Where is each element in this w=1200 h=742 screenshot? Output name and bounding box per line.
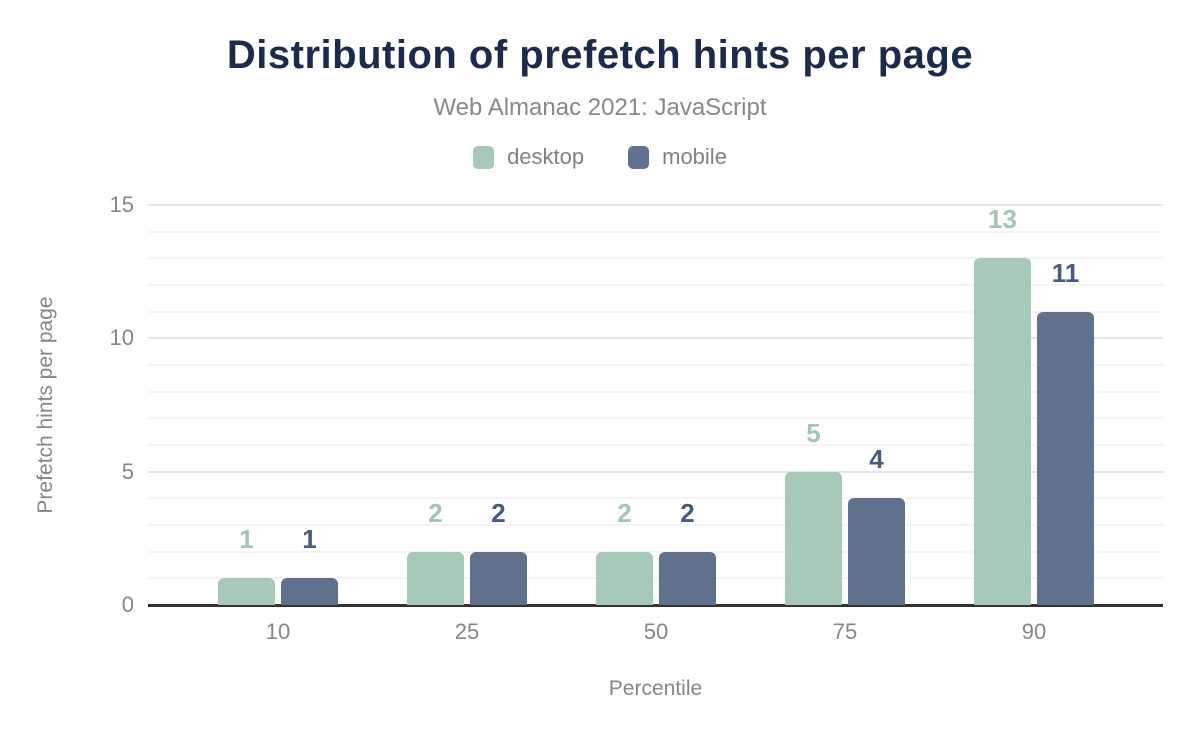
gridline-minor	[148, 550, 1163, 553]
y-tick-label: 5	[121, 458, 134, 484]
value-label-mobile-p90: 11	[1051, 257, 1080, 288]
x-axis-line	[148, 604, 1163, 607]
x-tick-label: 90	[1021, 619, 1047, 644]
bar-desktop-p10	[218, 578, 275, 605]
bar-desktop-p25	[407, 551, 464, 605]
bar-desktop-p75	[785, 471, 842, 605]
x-tick-label: 10	[265, 619, 291, 644]
gridline-minor	[148, 284, 1163, 286]
value-label-mobile-p50: 2	[680, 497, 695, 528]
x-axis-title: Percentile	[608, 677, 703, 700]
plot-area: Percentile 0 5 10 15 1 1 10 2 2 25 2 2 50 5 4 75 13 11 90	[110, 192, 1163, 700]
gridline-minor	[148, 577, 1163, 580]
bar-desktop-p50	[596, 551, 653, 605]
x-tick-label: 25	[454, 619, 480, 644]
gridline-minor	[148, 230, 1163, 233]
value-label-desktop-p75: 5	[806, 417, 821, 448]
bar-mobile-p50	[659, 551, 716, 605]
chart-subtitle: Web Almanac 2021: JavaScript	[433, 94, 767, 121]
x-tick-label: 75	[832, 619, 858, 644]
legend-item-desktop[interactable]: desktop	[473, 144, 584, 170]
bar-mobile-p90	[1037, 311, 1094, 605]
bar-mobile-p10	[281, 578, 338, 605]
y-tick-label: 10	[109, 325, 134, 351]
value-label-mobile-p25: 2	[491, 497, 506, 528]
value-label-desktop-p50: 2	[617, 497, 632, 528]
gridline-minor	[148, 497, 1163, 500]
desktop-swatch-icon	[473, 145, 495, 169]
bar-mobile-p25	[470, 551, 527, 605]
value-label-mobile-p75: 4	[869, 444, 884, 475]
chart-header: Distribution of prefetch hints per page …	[0, 0, 1200, 170]
gridline-minor	[148, 310, 1163, 313]
value-label-desktop-p10: 1	[239, 524, 254, 555]
gridline-major	[148, 337, 1163, 340]
mobile-swatch-icon	[628, 145, 650, 169]
legend-label-desktop: desktop	[507, 144, 585, 169]
value-label-desktop-p25: 2	[428, 497, 443, 528]
bar-mobile-p75	[848, 498, 905, 605]
y-tick-label: 0	[121, 592, 134, 617]
legend-item-mobile[interactable]: mobile	[628, 144, 727, 170]
bar-desktop-p90	[974, 258, 1031, 605]
gridline-minor	[148, 417, 1163, 420]
x-tick-label: 50	[643, 619, 669, 644]
gridline-minor	[148, 364, 1163, 366]
value-label-desktop-p90: 13	[988, 204, 1017, 235]
gridline-minor	[148, 257, 1163, 260]
gridline-minor	[148, 390, 1163, 393]
gridline-minor	[148, 444, 1163, 446]
gridline-minor	[148, 524, 1163, 526]
legend-label-mobile: mobile	[662, 144, 727, 169]
value-label-mobile-p10: 1	[302, 524, 317, 555]
y-axis-title: Prefetch hints per page	[34, 296, 57, 514]
chart-title: Distribution of prefetch hints per page	[226, 33, 974, 77]
legend: desktop mobile	[0, 144, 1200, 170]
y-tick-label: 15	[109, 192, 134, 217]
gridline-major	[148, 204, 1163, 206]
gridline-major	[148, 470, 1163, 473]
